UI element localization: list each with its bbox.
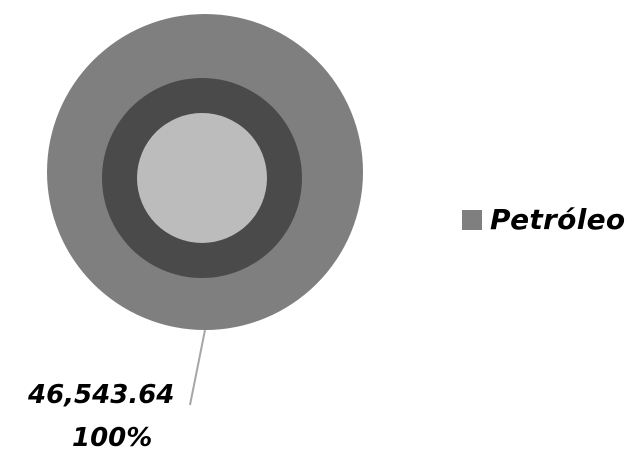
pie-center-disc (137, 113, 267, 243)
data-label-value: 46,543.64 (28, 380, 175, 410)
legend-label: Petróleo (490, 203, 626, 236)
legend: Petróleo (462, 203, 625, 236)
data-label-percent: 100% (72, 423, 153, 453)
legend-swatch (462, 209, 482, 230)
data-label-leader-line (189, 329, 206, 406)
